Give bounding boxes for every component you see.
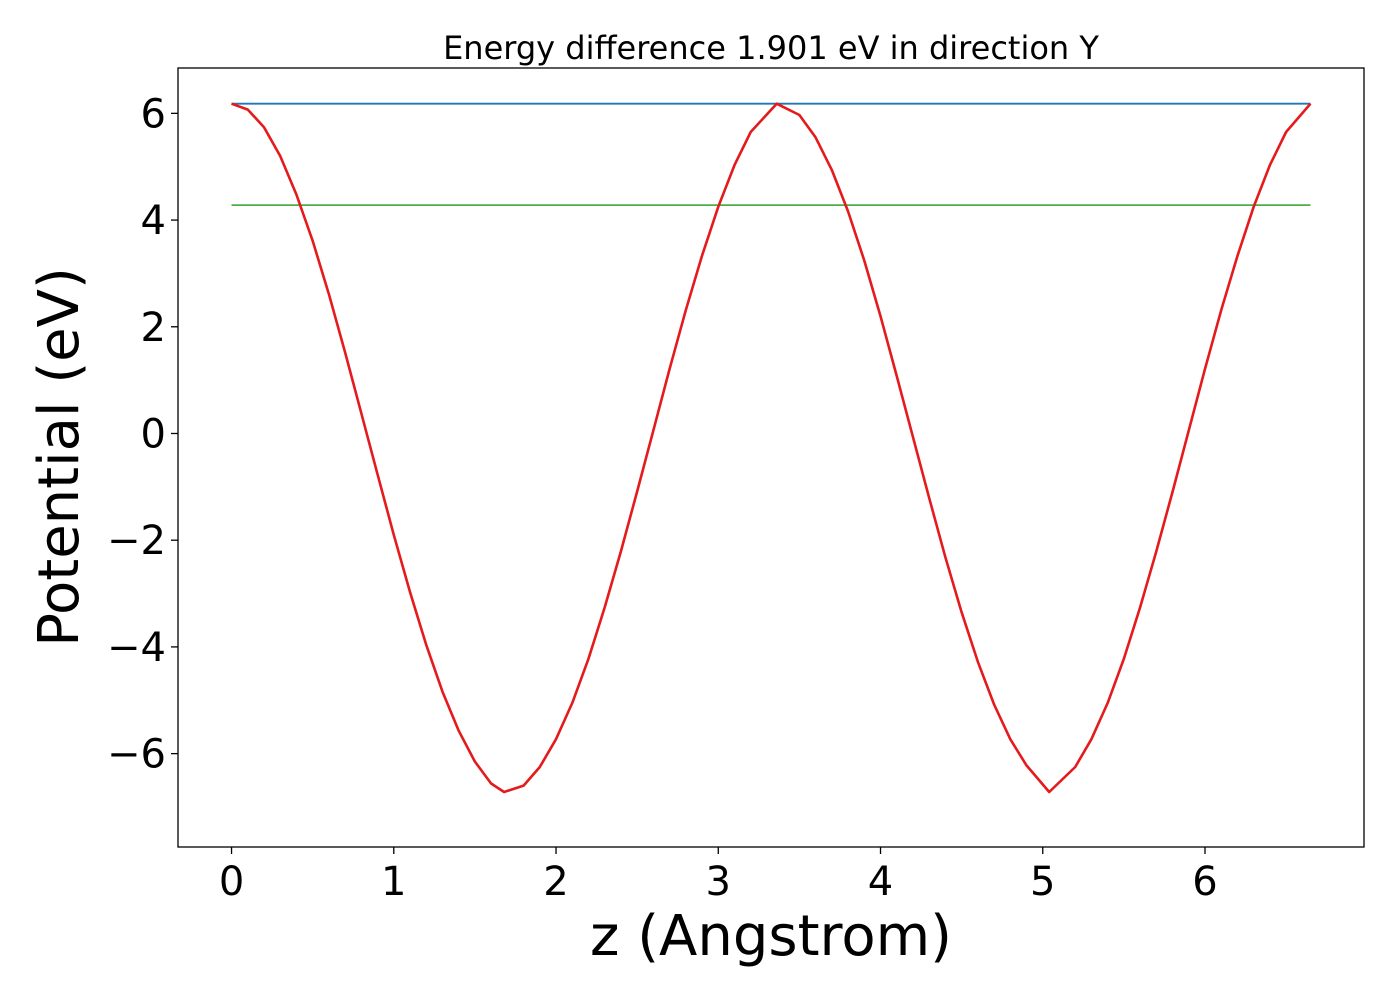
chart-title: Energy difference 1.901 eV in direction …: [443, 29, 1099, 67]
y-axis: −6 −4 −2 0 2 4 6: [107, 91, 178, 778]
x-axis: 0 1 2 3 4 5 6: [219, 847, 1218, 905]
y-axis-label: Potential (eV): [27, 267, 92, 647]
y-tick-label: −6: [107, 732, 166, 778]
y-tick-label: −4: [107, 625, 166, 671]
plot-area: [231, 102, 1312, 794]
y-tick-label: 0: [141, 411, 166, 457]
x-tick-label: 6: [1192, 859, 1217, 905]
y-tick-label: −2: [107, 518, 166, 564]
x-axis-label: z (Angstrom): [590, 904, 952, 969]
axes-frame: [177, 67, 1365, 848]
x-tick-label: 3: [706, 859, 731, 905]
y-tick-label: 2: [141, 305, 166, 351]
x-tick-label: 4: [868, 859, 893, 905]
x-tick-label: 0: [219, 859, 244, 905]
x-tick-label: 5: [1030, 859, 1055, 905]
series-line-potential: [231, 102, 1312, 794]
x-tick-label: 1: [381, 859, 406, 905]
y-tick-label: 6: [141, 91, 166, 137]
x-tick-label: 2: [543, 859, 568, 905]
y-tick-label: 4: [141, 198, 166, 244]
